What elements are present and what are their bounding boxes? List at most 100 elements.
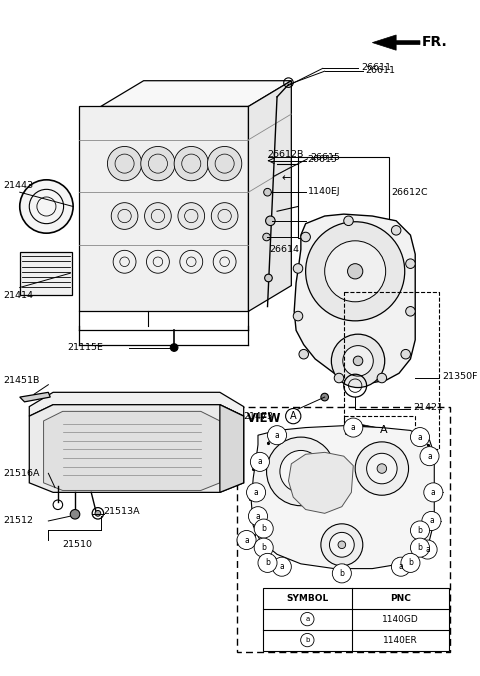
Circle shape xyxy=(267,426,287,445)
Circle shape xyxy=(258,554,277,573)
Text: a: a xyxy=(279,562,284,571)
Text: a: a xyxy=(427,452,432,460)
Circle shape xyxy=(334,373,344,383)
Polygon shape xyxy=(252,426,434,569)
Circle shape xyxy=(95,510,101,516)
Circle shape xyxy=(329,533,354,557)
Circle shape xyxy=(251,452,269,471)
Text: A: A xyxy=(290,411,297,421)
Circle shape xyxy=(264,189,271,196)
Circle shape xyxy=(211,203,238,229)
Circle shape xyxy=(367,454,397,484)
Circle shape xyxy=(422,512,441,531)
Text: 21473: 21473 xyxy=(244,412,274,420)
Circle shape xyxy=(331,334,385,387)
Polygon shape xyxy=(79,106,249,312)
Circle shape xyxy=(263,233,270,241)
Circle shape xyxy=(424,483,443,502)
Text: b: b xyxy=(261,543,266,552)
Text: VIEW: VIEW xyxy=(247,412,281,425)
Text: a: a xyxy=(429,516,434,525)
Circle shape xyxy=(410,538,430,557)
Circle shape xyxy=(295,466,307,477)
Circle shape xyxy=(348,264,363,279)
Text: FR.: FR. xyxy=(422,34,448,49)
Polygon shape xyxy=(249,80,291,312)
Circle shape xyxy=(401,554,420,573)
Circle shape xyxy=(306,222,405,321)
Text: a: a xyxy=(254,488,258,497)
Circle shape xyxy=(280,450,322,492)
Circle shape xyxy=(247,483,265,502)
Text: 26612B: 26612B xyxy=(267,149,304,159)
Text: 21115E: 21115E xyxy=(67,343,103,352)
Circle shape xyxy=(324,241,385,301)
Circle shape xyxy=(300,612,314,626)
Text: a: a xyxy=(244,535,249,545)
Text: 21451B: 21451B xyxy=(3,377,40,385)
Circle shape xyxy=(355,442,408,496)
Polygon shape xyxy=(346,420,377,431)
Circle shape xyxy=(265,216,275,226)
Text: 1140EJ: 1140EJ xyxy=(308,187,340,196)
Circle shape xyxy=(178,203,204,229)
Text: b: b xyxy=(418,543,422,552)
Text: 21510: 21510 xyxy=(62,540,93,550)
Circle shape xyxy=(300,633,314,647)
Circle shape xyxy=(401,349,410,359)
Text: a: a xyxy=(398,562,403,571)
Circle shape xyxy=(111,203,138,229)
Text: b: b xyxy=(305,637,310,643)
Text: 1140GD: 1140GD xyxy=(382,614,419,624)
Text: SYMBOL: SYMBOL xyxy=(286,594,328,602)
Bar xyxy=(298,157,388,238)
Text: a: a xyxy=(257,458,262,466)
Text: b: b xyxy=(261,524,266,533)
Circle shape xyxy=(293,264,303,273)
Circle shape xyxy=(301,233,311,242)
Text: 26611: 26611 xyxy=(361,63,391,72)
Text: 21421: 21421 xyxy=(413,403,444,412)
Text: b: b xyxy=(408,558,413,567)
Circle shape xyxy=(410,428,430,447)
Circle shape xyxy=(344,418,363,437)
Text: 21512: 21512 xyxy=(3,516,34,525)
Bar xyxy=(20,252,72,295)
Polygon shape xyxy=(44,412,220,491)
Circle shape xyxy=(410,521,430,540)
Text: 26612C: 26612C xyxy=(391,188,428,197)
Text: a: a xyxy=(425,545,430,554)
Polygon shape xyxy=(220,405,244,492)
Bar xyxy=(263,587,449,650)
Text: a: a xyxy=(351,423,356,432)
Bar xyxy=(344,292,439,450)
Circle shape xyxy=(299,349,309,359)
Circle shape xyxy=(249,507,267,526)
Circle shape xyxy=(141,147,175,180)
Text: A: A xyxy=(380,425,387,435)
Circle shape xyxy=(377,373,386,383)
Circle shape xyxy=(170,343,178,352)
Circle shape xyxy=(353,356,363,366)
Circle shape xyxy=(70,510,80,519)
Circle shape xyxy=(254,538,273,557)
Circle shape xyxy=(406,259,415,268)
Circle shape xyxy=(207,147,242,180)
Text: 21414: 21414 xyxy=(3,291,34,299)
Circle shape xyxy=(321,524,363,566)
Text: a: a xyxy=(256,512,260,521)
Circle shape xyxy=(293,312,303,321)
Text: 21516A: 21516A xyxy=(3,469,40,478)
Circle shape xyxy=(237,531,256,550)
Circle shape xyxy=(108,147,142,180)
Text: ←: ← xyxy=(282,173,291,183)
Polygon shape xyxy=(29,405,244,492)
Text: a: a xyxy=(418,433,422,441)
Circle shape xyxy=(254,519,273,538)
Circle shape xyxy=(272,557,291,576)
Bar xyxy=(237,406,450,652)
Circle shape xyxy=(266,437,335,506)
Circle shape xyxy=(20,180,73,233)
Text: 26614: 26614 xyxy=(269,245,300,254)
Circle shape xyxy=(343,345,373,376)
